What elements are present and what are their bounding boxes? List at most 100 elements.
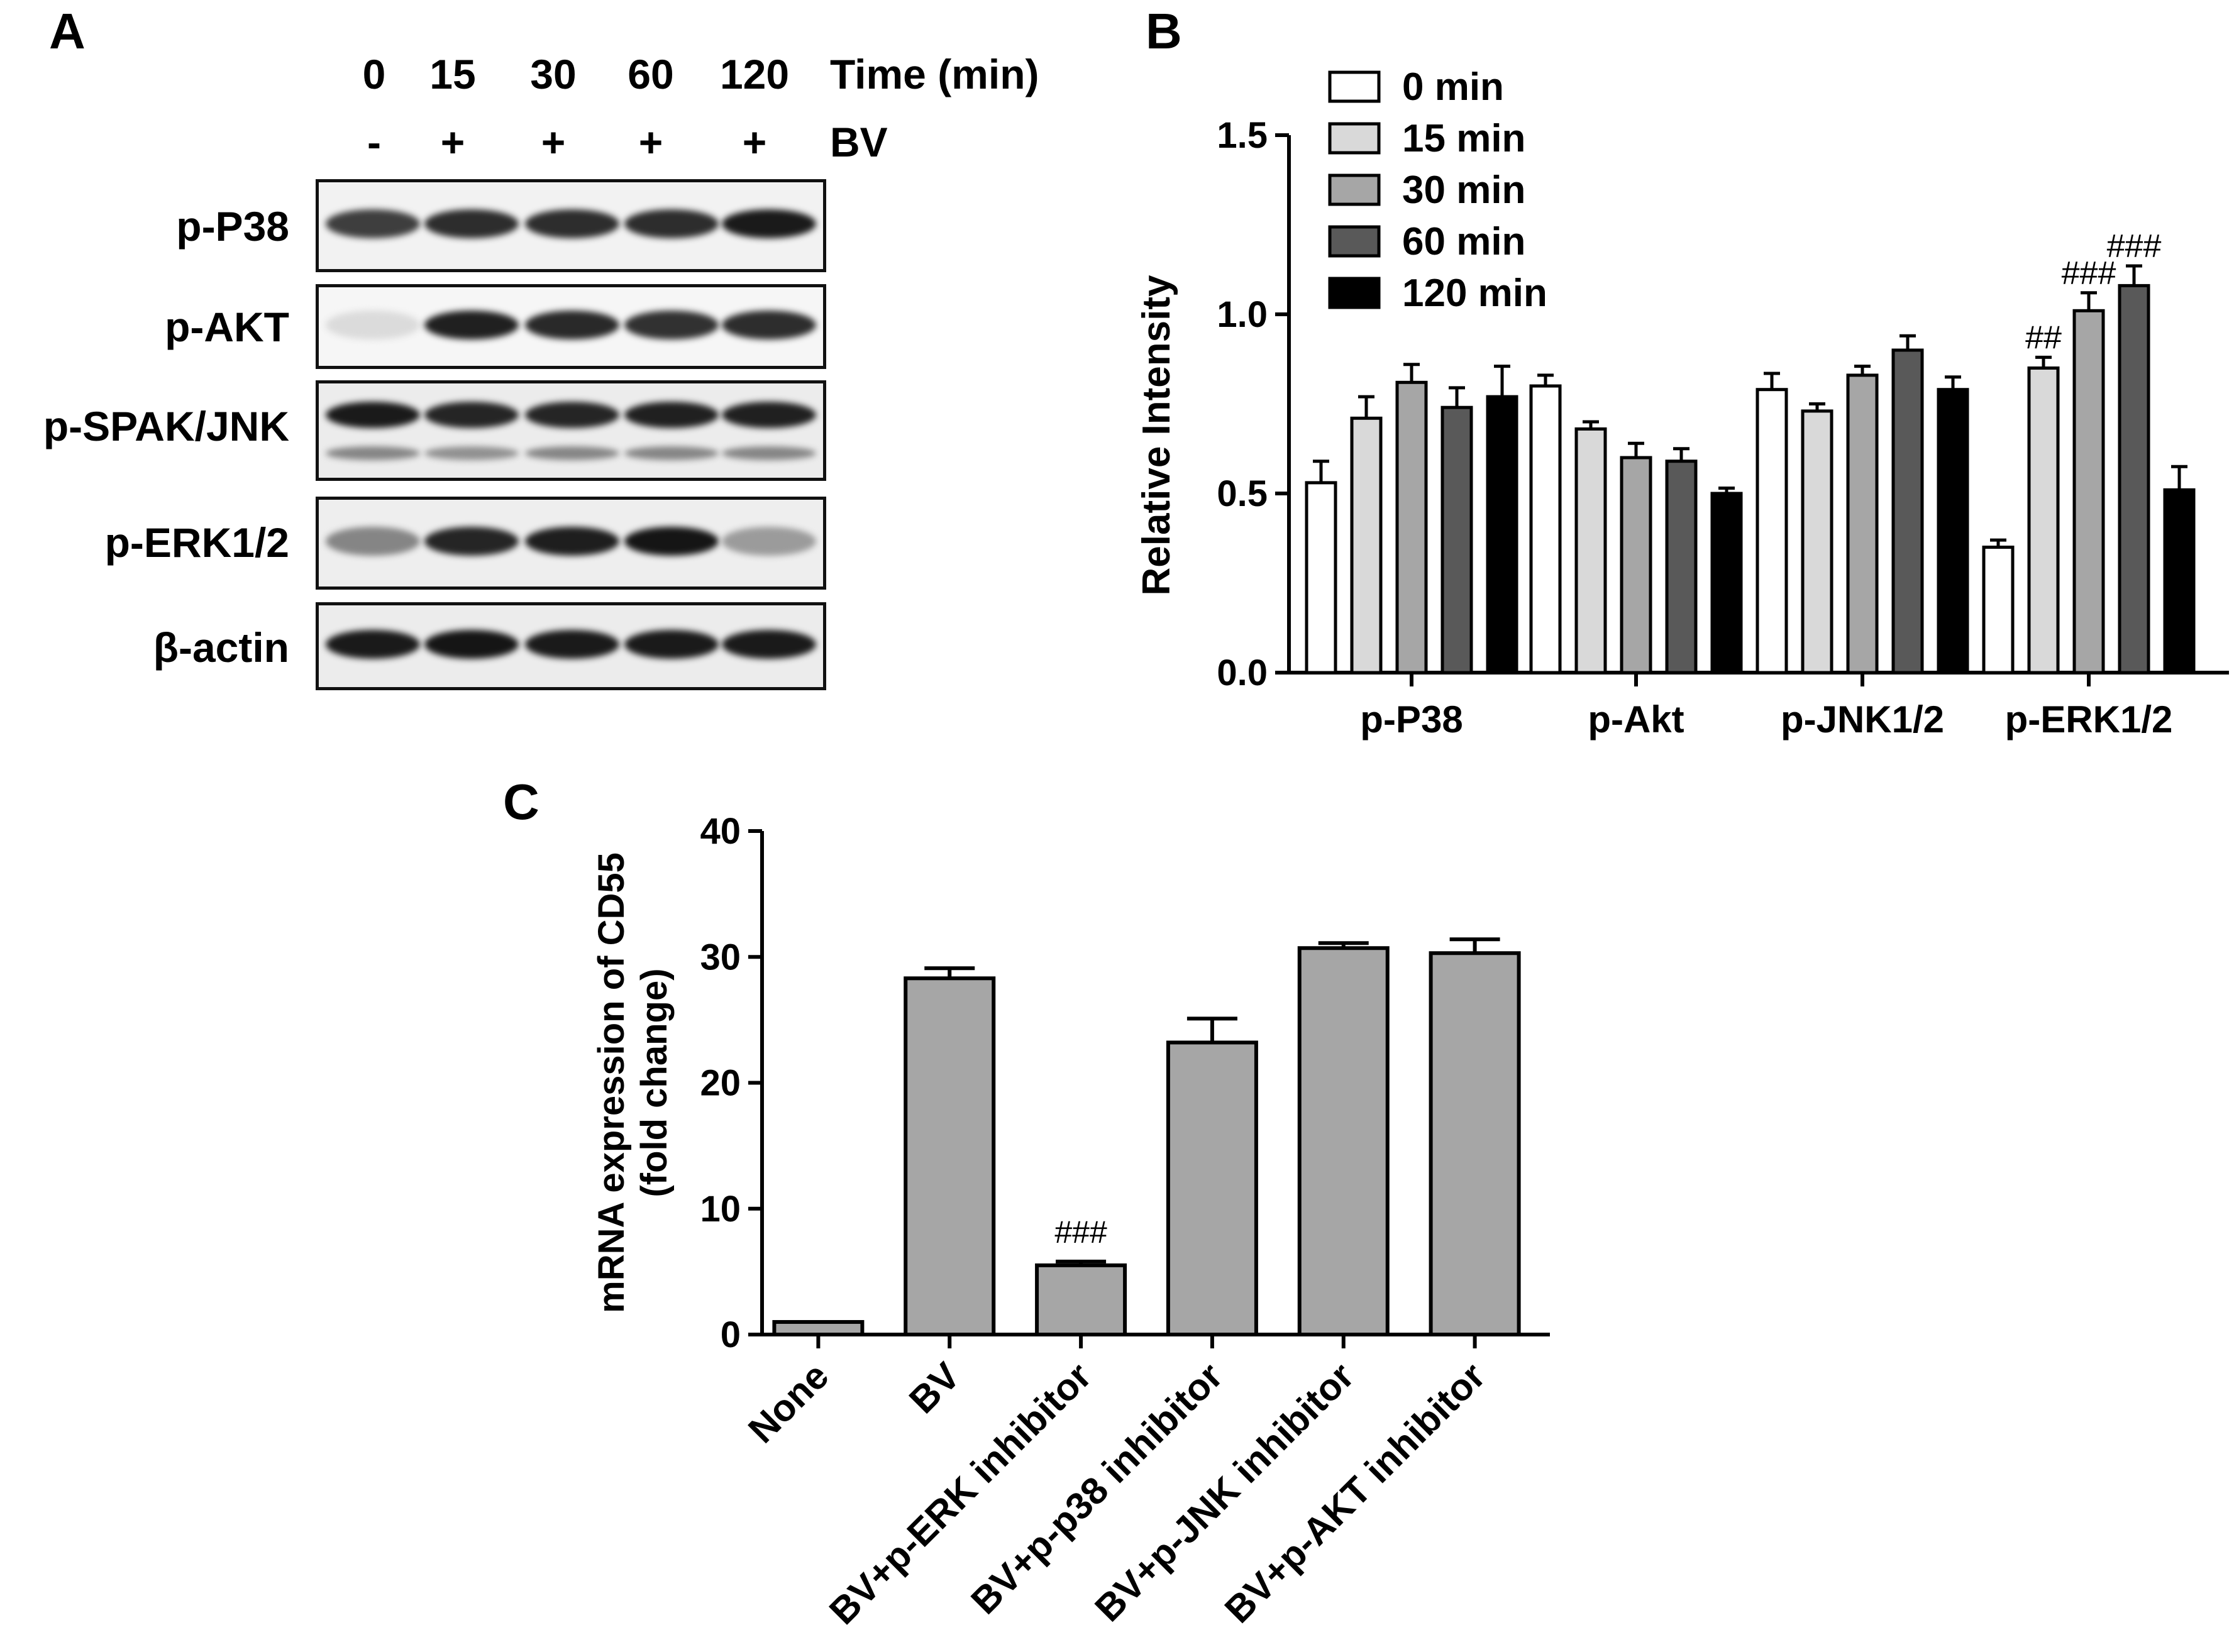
bar-c-bv-p-erk-inhibitor	[1035, 1263, 1127, 1336]
band-p-spak-jnk-lane-4	[722, 401, 816, 428]
legend-swatch-60-min	[1328, 225, 1381, 258]
bar-p-erk1-2-0-min	[1982, 546, 2015, 675]
band-actin-lane-3	[624, 630, 719, 659]
panel-a-letter: A	[49, 3, 86, 59]
blot-p-akt	[316, 284, 826, 369]
y-axis-label-c: mRNA expression of CD55	[591, 852, 632, 1313]
band2-p-spak-jnk-lane-1	[424, 446, 519, 460]
chart-b: 0.0 0.5 1.0 1.5 Relative Intensity p-P38 p-Akt…	[1135, 65, 2229, 741]
legend-label-15-min: 15 min	[1402, 117, 1525, 160]
bar-p-erk1-2-60-min	[2118, 284, 2150, 675]
band2-p-spak-jnk-lane-4	[722, 446, 816, 460]
x-tick-label-c-bv-p-jnk-inhibitor: BV+p-JNK inhibitor	[1087, 1355, 1361, 1629]
y-tick-label-b: 0.0	[1217, 653, 1268, 693]
legend-swatch-0-min	[1328, 70, 1381, 103]
bar-p-p38-120-min	[1486, 395, 1518, 675]
bar-p-akt-120-min	[1710, 492, 1743, 675]
bar-p-jnk1-2-60-min	[1891, 348, 1924, 675]
blot-label-p-erk: p-ERK1/2	[104, 519, 289, 566]
bar-c-bv-p-akt-inhibitor	[1429, 951, 1521, 1336]
band-p-akt-lane-2	[525, 311, 619, 339]
time-header-row: 0 15 30 60 120 Time (min)	[0, 50, 1132, 107]
bv-30: +	[541, 119, 566, 165]
bv-header-row: - + + + + BV	[0, 118, 1132, 175]
band-p-erk1-2-lane-2	[525, 527, 619, 556]
y-tick-label-b: 1.5	[1217, 115, 1268, 156]
y-tick-label-c: 30	[700, 937, 741, 977]
x-tick-label-p-jnk1-2: p-JNK1/2	[1781, 698, 1944, 741]
blot-beta-actin	[316, 602, 826, 690]
bar-c-bv	[904, 976, 996, 1337]
band-p-p38-lane-3	[624, 209, 719, 239]
bv-60: +	[638, 119, 663, 165]
y-tick-label-b: 1.0	[1217, 294, 1268, 335]
annotation-p-erk1-2-30-min: ###	[2062, 255, 2116, 292]
bar-p-p38-30-min	[1395, 380, 1428, 675]
band-p-spak-jnk-lane-3	[624, 401, 719, 428]
annotation-c-bv-p-erk-inhibitor: ###	[1054, 1214, 1107, 1250]
band-p-erk1-2-lane-3	[624, 527, 719, 556]
annotation-p-erk1-2-15-min: ##	[2025, 319, 2062, 356]
chart-c: 0 10 20 30 40 mRNA expression of CD55 (fold ch…	[591, 811, 1550, 1633]
y-axis-label2-c: (fold change)	[634, 968, 675, 1197]
annotation-p-erk1-2-60-min: ###	[2107, 228, 2162, 265]
blot-label-p-spak-jnk: p-SPAK/JNK	[43, 403, 289, 449]
band-p-akt-lane-3	[624, 311, 719, 339]
bv-120: +	[742, 119, 767, 165]
bar-p-jnk1-2-0-min	[1756, 388, 1788, 675]
band-p-spak-jnk-lane-1	[424, 401, 519, 428]
band-actin-lane-4	[722, 630, 816, 659]
legend-label-120-min: 120 min	[1402, 272, 1547, 315]
y-tick-label-c: 10	[700, 1189, 741, 1230]
band-p-akt-lane-1	[424, 311, 519, 339]
y-axis-label-b: Relative Intensity	[1135, 275, 1178, 595]
bar-p-erk1-2-30-min	[2072, 309, 2105, 675]
blot-p-p38	[316, 179, 826, 272]
blot-p-spak-jnk	[316, 380, 826, 481]
panel-b-letter: B	[1146, 3, 1182, 59]
band-p-akt-lane-4	[722, 311, 816, 339]
legend-swatch-30-min	[1328, 173, 1381, 206]
legend-label-30-min: 30 min	[1402, 168, 1525, 212]
band-p-spak-jnk-lane-2	[525, 401, 619, 428]
band-actin-lane-0	[326, 630, 420, 659]
band-p-spak-jnk-lane-0	[326, 401, 420, 428]
bv-0: -	[367, 119, 381, 165]
blot-p-erk	[316, 497, 826, 590]
bar-p-akt-0-min	[1529, 384, 1562, 675]
bar-p-akt-30-min	[1620, 456, 1652, 675]
bar-p-p38-15-min	[1350, 416, 1383, 675]
legend-label-0-min: 0 min	[1402, 65, 1504, 109]
y-tick-label-c: 40	[700, 811, 741, 852]
y-tick-label-c: 0	[721, 1314, 741, 1355]
legend-swatch-120-min	[1328, 277, 1381, 309]
bar-p-erk1-2-120-min	[2163, 488, 2196, 675]
time-30: 30	[530, 51, 577, 97]
x-tick-label-c-bv: BV	[901, 1355, 968, 1421]
time-15: 15	[429, 51, 476, 97]
time-axis-label: Time (min)	[830, 51, 1039, 97]
x-tick-label-c-bv-p-akt-inhibitor: BV+p-AKT inhibitor	[1217, 1355, 1493, 1631]
time-60: 60	[628, 51, 674, 97]
legend-swatch-15-min	[1328, 122, 1381, 155]
bv-label: BV	[830, 119, 888, 165]
time-120: 120	[719, 51, 790, 97]
band-p-akt-lane-0	[326, 311, 420, 339]
bar-p-erk1-2-15-min	[2027, 366, 2060, 675]
bar-c-none	[772, 1319, 865, 1336]
band-p-p38-lane-4	[722, 209, 816, 239]
band2-p-spak-jnk-lane-3	[624, 446, 719, 460]
band-p-erk1-2-lane-4	[722, 527, 816, 556]
bar-p-akt-15-min	[1574, 427, 1607, 675]
x-tick-label-c-bv-p-erk-inhibitor: BV+p-ERK inhibitor	[821, 1355, 1099, 1633]
time-0: 0	[362, 51, 386, 97]
bar-p-jnk1-2-120-min	[1937, 388, 1969, 675]
y-tick-label-c: 20	[700, 1063, 741, 1104]
bar-c-bv-p-p38-inhibitor	[1166, 1040, 1258, 1336]
x-tick-label-p-akt: p-Akt	[1588, 698, 1684, 741]
band-p-erk1-2-lane-1	[424, 527, 519, 556]
blot-label-p-p38: p-P38	[176, 203, 289, 250]
y-tick-label-b: 0.5	[1217, 473, 1268, 514]
blot-label-p-akt: p-AKT	[165, 304, 289, 350]
bar-p-akt-60-min	[1665, 460, 1698, 675]
